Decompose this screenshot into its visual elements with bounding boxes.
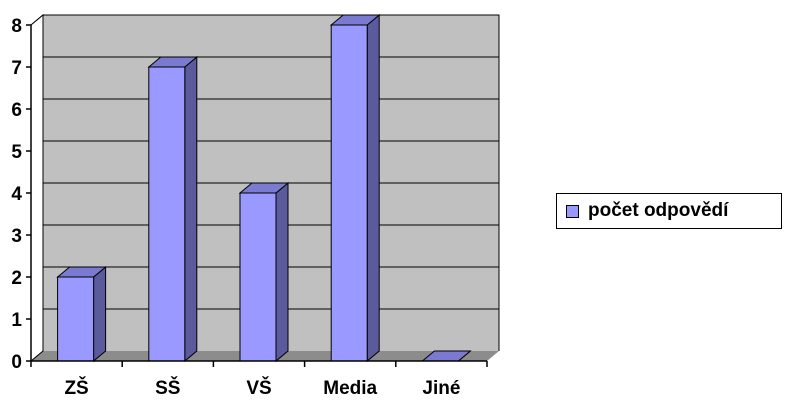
y-tick-label: 5	[11, 142, 22, 163]
x-tick-label: VŠ	[246, 377, 271, 399]
bar-side	[93, 265, 107, 363]
x-tick-label: Jiné	[422, 378, 460, 399]
x-tick-label: SŠ	[155, 377, 180, 399]
bar	[238, 181, 290, 363]
y-tick-label: 2	[11, 268, 22, 289]
chart-side-wall	[30, 13, 44, 363]
bar-side	[184, 55, 198, 363]
legend: počet odpovědí	[556, 193, 782, 229]
legend-label: počet odpovědí	[588, 200, 729, 221]
bar-front	[148, 66, 186, 362]
x-tick-label: Media	[323, 378, 377, 399]
bar-side	[275, 181, 289, 363]
bar	[329, 13, 381, 363]
bar-side	[366, 13, 380, 363]
y-tick-label: 0	[11, 352, 22, 373]
y-tick-label: 6	[11, 100, 22, 121]
bar-front	[57, 276, 95, 362]
y-tick-label: 3	[11, 226, 22, 247]
plot-area-border	[43, 14, 500, 351]
bar-front	[330, 24, 368, 362]
legend-swatch	[566, 204, 579, 218]
bar	[56, 265, 107, 363]
x-tick-label: ZŠ	[64, 377, 88, 399]
y-tick-label: 8	[11, 16, 22, 37]
y-tick-label: 1	[11, 310, 22, 331]
y-tick-label: 7	[11, 58, 22, 79]
bar-front	[239, 192, 277, 362]
bar	[147, 55, 199, 363]
y-tick-label: 4	[11, 184, 22, 205]
